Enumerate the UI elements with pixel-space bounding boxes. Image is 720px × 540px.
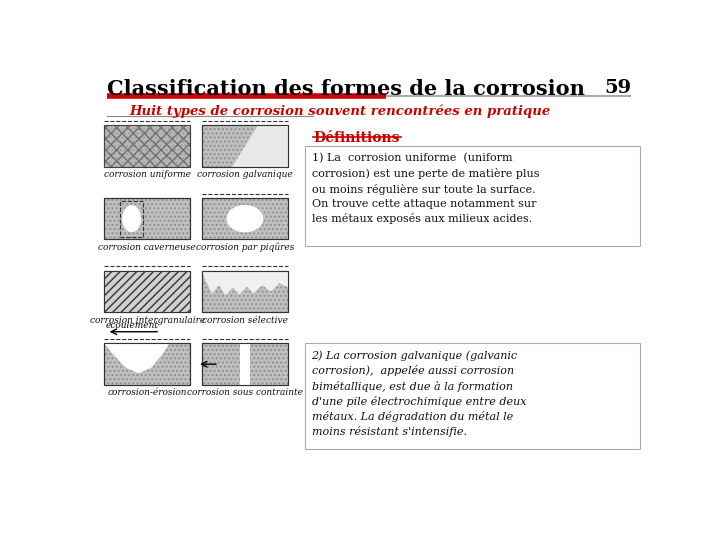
Circle shape [226, 205, 264, 232]
Polygon shape [202, 271, 288, 295]
Text: corrosion par piqûres: corrosion par piqûres [196, 243, 294, 252]
Bar [104, 343, 190, 385]
Text: corrosion caverneuse: corrosion caverneuse [99, 243, 196, 252]
Bar [120, 201, 143, 237]
Text: 1) La  corrosion uniforme  (uniform
corrosion) est une perte de matière plus
ou : 1) La corrosion uniforme (uniform corros… [312, 153, 539, 224]
Bar [202, 125, 288, 167]
Bar [104, 125, 190, 167]
Bar [104, 198, 190, 239]
Polygon shape [232, 125, 288, 167]
Bar [104, 198, 190, 239]
Bar [202, 198, 288, 239]
Bar [104, 271, 190, 312]
Bar [202, 343, 288, 385]
Bar [240, 343, 250, 385]
Text: corrosion sous contrainte: corrosion sous contrainte [187, 388, 303, 397]
Bar [202, 125, 288, 167]
Bar [202, 198, 288, 239]
FancyBboxPatch shape [305, 146, 639, 246]
Bar [104, 343, 190, 385]
Text: Huit types de corrosion souvent rencontrées en pratique: Huit types de corrosion souvent rencontr… [129, 104, 550, 118]
Bar [202, 198, 288, 239]
Bar [202, 343, 288, 385]
Bar [104, 198, 190, 239]
Bar [202, 271, 288, 312]
Bar [202, 271, 288, 312]
Text: corrosion intergranulaire: corrosion intergranulaire [89, 315, 204, 325]
Polygon shape [104, 343, 190, 373]
Text: écoulement: écoulement [106, 321, 159, 330]
Bar [104, 343, 190, 385]
Ellipse shape [122, 205, 141, 232]
Bar [104, 125, 190, 167]
Bar [104, 271, 190, 312]
Bar [104, 125, 190, 167]
Text: corrosion-érosion: corrosion-érosion [107, 388, 187, 397]
Text: corrosion uniforme: corrosion uniforme [104, 170, 191, 179]
Text: Définitions: Définitions [313, 131, 400, 145]
Bar [202, 343, 288, 385]
Text: corrosion galvanique: corrosion galvanique [197, 170, 293, 179]
Text: Classification des formes de la corrosion: Classification des formes de la corrosio… [107, 79, 585, 99]
Text: corrosion sélective: corrosion sélective [202, 315, 288, 325]
Bar [202, 271, 288, 312]
Bar [104, 271, 190, 312]
Bar [202, 125, 288, 167]
Text: 2) La corrosion galvanique (galvanic
corrosion),  appelée aussi corrosion
biméta: 2) La corrosion galvanique (galvanic cor… [312, 351, 526, 437]
Text: 59: 59 [604, 79, 631, 97]
FancyBboxPatch shape [305, 343, 639, 449]
